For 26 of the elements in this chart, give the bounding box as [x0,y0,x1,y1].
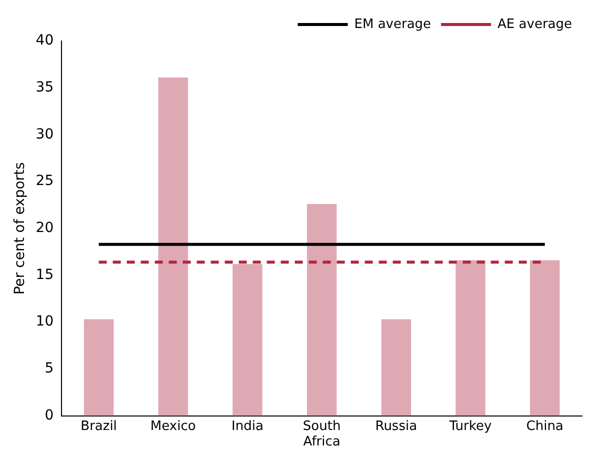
x-tick-label: Mexico [150,418,196,434]
y-tick-label: 5 [44,360,54,377]
y-axis-title: Per cent of exports [12,162,28,295]
bar [530,260,560,416]
y-tick-label: 10 [36,314,54,330]
x-tick-label: South Africa [302,418,341,450]
y-tick-label: 0 [44,407,54,424]
y-tick-label: 40 [36,32,54,49]
bar [84,319,114,416]
bar [306,204,337,416]
x-tick-label: China [526,418,564,434]
bar [232,264,262,416]
y-tick-label: 15 [36,266,54,283]
x-tick-label: Russia [375,418,418,434]
y-tick-label: 25 [36,173,54,190]
x-tick-label: India [232,418,264,434]
bar [456,260,486,416]
legend-label: AE average [498,16,572,32]
bar [158,78,188,416]
x-tick-label: Brazil [80,418,117,434]
legend-label: EM average [354,16,432,32]
y-tick-label: 20 [36,220,54,236]
y-tick-label: 30 [36,126,54,142]
bar [381,319,412,416]
y-tick-label: 35 [36,79,54,96]
x-tick-label: Turkey [448,418,492,434]
